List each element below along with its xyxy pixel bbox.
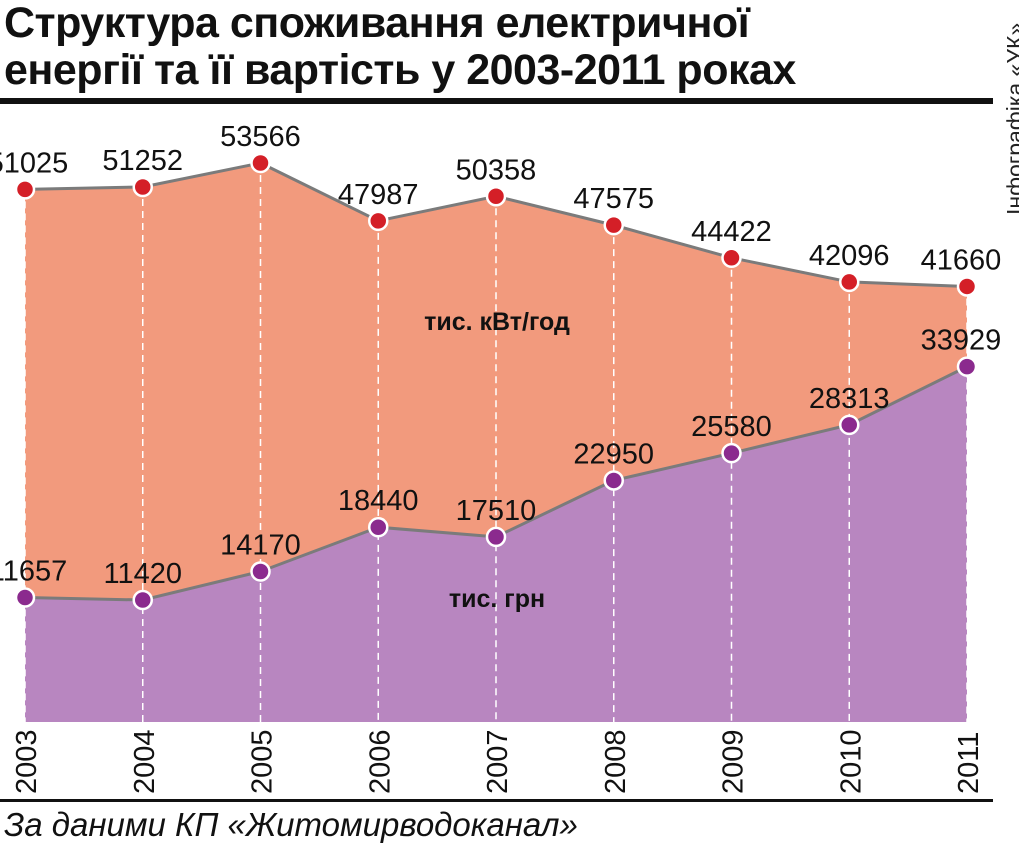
energy-value-label: 47575 (573, 183, 654, 215)
energy-point (368, 210, 389, 232)
cost-value-label: 33929 (921, 325, 1002, 357)
energy-value-label: 47987 (338, 179, 419, 211)
cost-value-label: 22950 (573, 438, 654, 470)
cost-value-label: 11420 (104, 558, 183, 590)
cost-point (956, 356, 978, 377)
year-tick-label: 2005 (247, 729, 279, 794)
cost-point (721, 442, 742, 464)
year-tick-label: 2011 (953, 732, 985, 794)
energy-series-label: тис. кВт/год (424, 308, 570, 336)
energy-point (839, 271, 860, 293)
cost-series-label: тис. грн (449, 585, 545, 613)
year-tick-label: 2004 (129, 729, 161, 794)
year-tick-label: 2009 (718, 729, 750, 794)
cost-point (250, 561, 271, 582)
year-tick-label: 2003 (11, 729, 43, 794)
energy-value-label: 41660 (921, 244, 1002, 276)
energy-point (603, 214, 624, 236)
energy-value-label: 51252 (102, 145, 183, 177)
energy-point (14, 179, 36, 200)
cost-value-label: 14170 (220, 529, 301, 561)
cost-value-label: 11657 (0, 556, 67, 588)
energy-value-label: 51025 (0, 147, 68, 179)
year-tick-label: 2008 (600, 729, 632, 794)
year-tick-label: 2007 (482, 729, 514, 794)
cost-value-label: 17510 (456, 495, 537, 527)
cost-value-label: 18440 (338, 485, 419, 517)
energy-value-label: 44422 (691, 216, 772, 248)
year-tick-label: 2010 (835, 729, 867, 794)
year-tick-label: 2006 (364, 729, 396, 794)
chart-title: Структура споживання електричної енергії… (4, 0, 994, 94)
energy-value-label: 53566 (220, 121, 301, 153)
energy-point (250, 152, 271, 174)
energy-value-label: 50358 (456, 154, 537, 186)
infographic-credit: Інфографіка «УК» (1002, 22, 1019, 215)
cost-point (839, 414, 860, 436)
cost-point (14, 587, 36, 608)
energy-point (956, 276, 978, 297)
source-rule (0, 799, 993, 802)
title-line-2: енергії та її вартість у 2003-2011 роках (4, 46, 796, 94)
energy-value-label: 42096 (809, 240, 890, 272)
title-rule (0, 98, 993, 104)
cost-point (132, 589, 153, 611)
energy-point (485, 186, 507, 207)
cost-value-label: 28313 (809, 383, 890, 415)
cost-point (485, 526, 507, 548)
cost-point (368, 516, 389, 538)
cost-value-label: 25580 (691, 411, 772, 443)
source-note: За даними КП «Житомирводоканал» (4, 806, 578, 843)
energy-point (721, 247, 742, 269)
cost-point (603, 470, 624, 491)
title-line-1: Структура споживання електричної (4, 0, 750, 47)
energy-point (132, 176, 153, 198)
